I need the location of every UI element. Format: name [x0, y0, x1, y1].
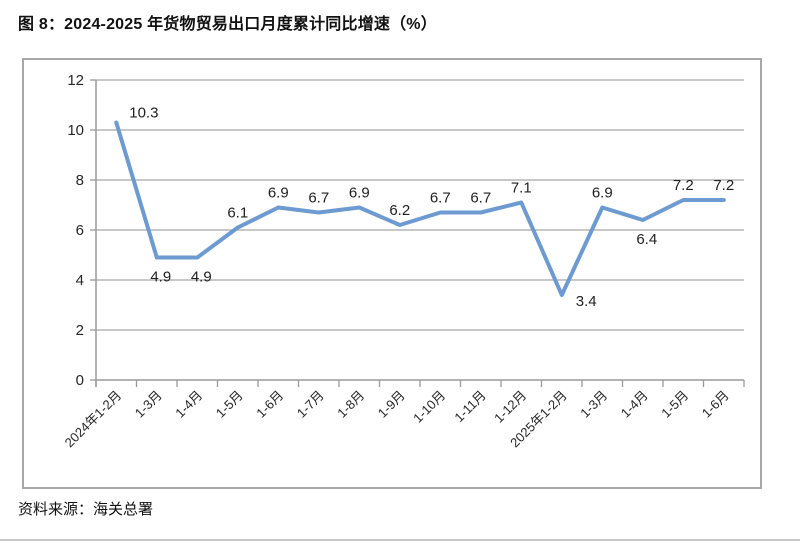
x-category-label: 1-8月: [334, 388, 367, 421]
data-label: 6.1: [227, 205, 248, 222]
data-label: 6.9: [349, 185, 370, 202]
x-category-label: 1-7月: [294, 388, 327, 421]
chart-container: 0 2 4 6 8 10 12 2024年1-2月 1-3月 1-4月 1-5月 1-6月 1-7月 1-…: [22, 58, 762, 489]
data-label: 10.3: [129, 105, 158, 122]
data-line: [114, 120, 726, 297]
data-label: 6.9: [592, 185, 613, 202]
x-category-label: 1-4月: [172, 388, 205, 421]
data-label: 4.9: [191, 269, 212, 286]
y-tick-label: 6: [76, 222, 84, 239]
x-category-label: 1-3月: [132, 388, 165, 421]
x-category-label: 1-11月: [451, 388, 489, 426]
x-category-label: 1-5月: [658, 388, 691, 421]
data-label: 6.7: [470, 190, 491, 207]
bottom-divider: [0, 539, 800, 541]
data-label: 6.7: [308, 190, 329, 207]
x-category-label: 1-9月: [375, 388, 408, 421]
data-label: 7.2: [673, 177, 694, 194]
data-label: 6.4: [636, 231, 657, 248]
y-tick-label: 0: [76, 372, 84, 389]
data-label: 7.1: [511, 180, 532, 197]
x-category-label: 1-6月: [253, 388, 286, 421]
data-label: 4.9: [150, 269, 171, 286]
x-category-label: 1-10月: [410, 388, 448, 426]
source-note: 资料来源：海关总署: [18, 501, 154, 518]
data-label: 6.2: [389, 202, 410, 219]
data-label: 7.2: [713, 177, 734, 194]
x-category-label: 1-3月: [577, 388, 610, 421]
y-tick-label: 10: [67, 122, 84, 139]
x-category-label: 2024年1-2月: [62, 388, 125, 451]
data-label: 3.4: [576, 293, 597, 310]
y-tick-label: 12: [67, 72, 84, 89]
data-label: 6.7: [430, 190, 451, 207]
y-tick-label: 2: [76, 322, 84, 339]
x-category-label: 1-6月: [699, 388, 732, 421]
x-category-label: 1-12月: [491, 388, 529, 426]
data-label: 6.9: [268, 185, 289, 202]
y-tick-label: 8: [76, 172, 84, 189]
x-category-label: 1-5月: [213, 388, 246, 421]
x-category-label: 1-4月: [618, 388, 651, 421]
figure-title: 图 8：2024-2025 年货物贸易出口月度累计同比增速（%）: [18, 16, 437, 33]
y-tick-label: 4: [76, 272, 84, 289]
